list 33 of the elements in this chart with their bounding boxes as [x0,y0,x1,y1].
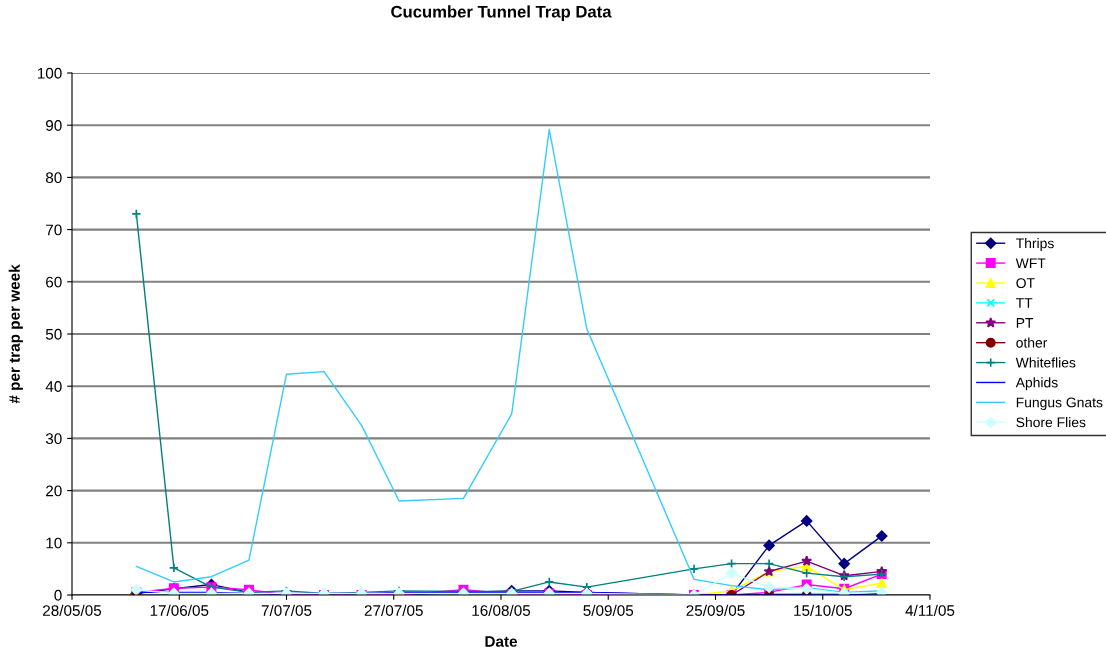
x-tick-label: 28/05/05 [43,604,102,616]
legend-label: WFT [1015,258,1046,268]
legend-label: Thrips [1016,238,1054,251]
y-tick-label: 30 [45,433,62,445]
x-tick-label: 4/11/05 [905,604,955,616]
y-tick-label: 80 [45,172,62,184]
x-tick-label: 25/09/05 [686,604,745,616]
legend-label: TT [1016,298,1033,308]
x-tick-label: 27/07/05 [364,604,423,616]
y-tick-label: 10 [46,537,62,549]
legend-label: Whiteflies [1015,357,1076,368]
y-tick-label: 50 [45,328,62,340]
y-tick-label: 90 [46,120,62,131]
x-axis-title: Date [485,636,518,647]
legend-label: Aphids [1015,377,1058,391]
y-tick-label: 70 [46,224,62,236]
y-axis-title: # per trap per week [8,264,23,404]
legend-label: Shore Flies [1016,417,1086,428]
legend-label: Fungus Gnats [1016,397,1103,411]
y-tick-label: 60 [46,276,62,288]
x-tick-label: 7/07/05 [261,604,312,616]
x-tick-label: 15/10/05 [794,604,852,616]
legend-label: PT [1016,318,1034,328]
x-tick-label: 5/09/05 [583,604,634,616]
y-tick-label: 40 [45,381,62,392]
x-tick-label: 16/08/05 [472,604,531,616]
y-tick-label: 20 [46,485,62,497]
y-tick-label: 0 [54,589,62,601]
legend-label: other [1016,337,1048,348]
chart-title: Cucumber Tunnel Trap Data [391,5,612,21]
y-tick-label: 100 [37,67,62,79]
x-tick-label: 17/06/05 [150,604,209,616]
legend-label: OT [1016,278,1035,288]
